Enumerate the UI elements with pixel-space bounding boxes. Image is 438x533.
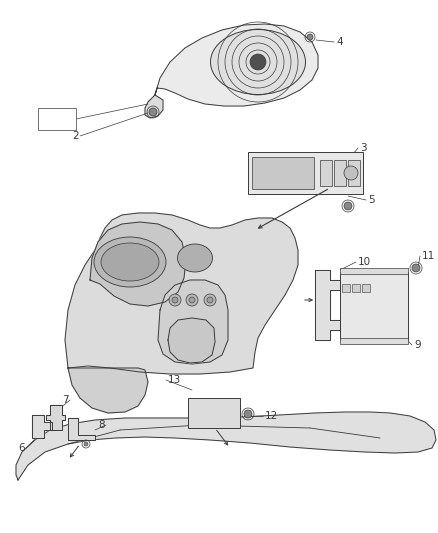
Text: 8: 8 xyxy=(98,420,105,430)
Bar xyxy=(188,398,240,428)
Ellipse shape xyxy=(211,29,305,94)
Polygon shape xyxy=(16,412,436,480)
Circle shape xyxy=(84,442,88,446)
Circle shape xyxy=(186,294,198,306)
Circle shape xyxy=(344,166,358,180)
Bar xyxy=(252,157,314,189)
Text: 12: 12 xyxy=(265,411,278,421)
Text: 11: 11 xyxy=(422,251,435,261)
Polygon shape xyxy=(158,280,228,364)
Circle shape xyxy=(244,410,252,418)
Text: 13: 13 xyxy=(168,375,181,385)
Text: 5: 5 xyxy=(368,195,374,205)
Polygon shape xyxy=(65,213,298,374)
Bar xyxy=(348,160,360,186)
Circle shape xyxy=(307,34,313,40)
Circle shape xyxy=(189,297,195,303)
Polygon shape xyxy=(68,418,95,440)
Bar xyxy=(362,284,370,292)
Bar xyxy=(38,108,76,130)
Polygon shape xyxy=(315,270,340,340)
Polygon shape xyxy=(46,405,65,430)
Circle shape xyxy=(344,202,352,210)
Circle shape xyxy=(149,108,157,116)
Ellipse shape xyxy=(94,237,166,287)
Circle shape xyxy=(204,294,216,306)
Ellipse shape xyxy=(101,243,159,281)
Circle shape xyxy=(207,297,213,303)
Bar xyxy=(340,272,408,340)
Circle shape xyxy=(172,297,178,303)
Bar xyxy=(320,160,332,186)
Polygon shape xyxy=(68,368,148,413)
Text: 10: 10 xyxy=(358,257,371,267)
Polygon shape xyxy=(145,95,163,118)
Bar xyxy=(342,284,350,292)
Text: 7: 7 xyxy=(62,395,69,405)
Ellipse shape xyxy=(177,244,212,272)
Bar xyxy=(340,338,408,344)
Polygon shape xyxy=(32,415,52,438)
Polygon shape xyxy=(168,318,215,363)
Polygon shape xyxy=(90,222,186,306)
Circle shape xyxy=(169,294,181,306)
Text: 4: 4 xyxy=(336,37,343,47)
Text: 9: 9 xyxy=(414,340,420,350)
Bar xyxy=(340,268,408,274)
Circle shape xyxy=(412,264,420,272)
Circle shape xyxy=(250,54,266,70)
Bar xyxy=(352,284,360,292)
Polygon shape xyxy=(155,24,318,106)
Text: 6: 6 xyxy=(18,443,25,453)
Text: 3: 3 xyxy=(360,143,367,153)
Text: 2: 2 xyxy=(72,131,79,141)
Bar xyxy=(334,160,346,186)
Text: 1: 1 xyxy=(54,114,60,124)
Bar xyxy=(248,152,363,194)
